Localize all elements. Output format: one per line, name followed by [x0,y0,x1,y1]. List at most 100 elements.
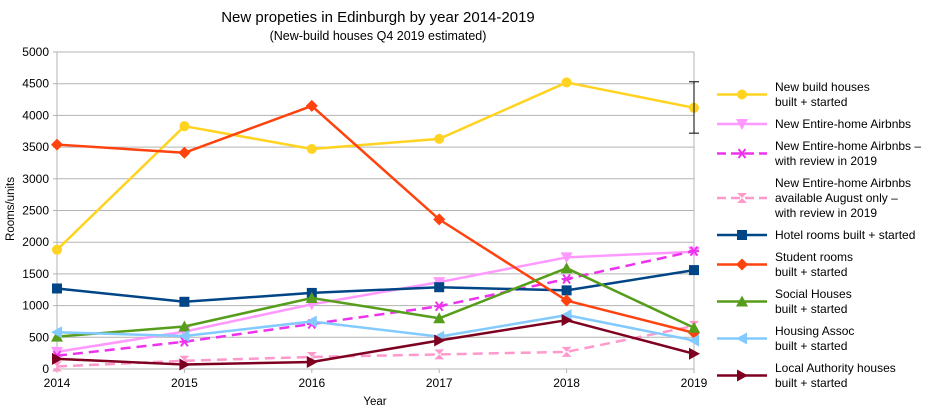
series-line [56,313,695,342]
data-point [305,99,318,112]
y-tick-label: 2500 [22,204,49,218]
data-point [560,309,572,322]
error-bar [689,81,699,134]
legend-swatch-marker [736,119,748,130]
data-point [178,330,190,343]
data-point [51,326,62,339]
legend-label: available August only – [775,191,898,205]
series-5 [51,99,700,339]
data-point [306,144,317,155]
series-lines [51,77,700,372]
legend-label: New Entire-home Airbnbs [775,176,911,190]
legend-label: with review in 2019 [774,154,877,168]
data-point [434,334,446,347]
data-point [434,133,445,144]
legend-label: New build houses [775,80,870,94]
data-point [434,349,445,360]
legend-label: Housing Assoc [775,324,854,338]
y-tick-label: 2000 [22,235,49,249]
legend-label: Student rooms [775,250,853,264]
legend-label: built + started [775,95,847,109]
legend-entry-1: New Entire-home Airbnbs [717,117,911,131]
data-point [560,294,573,307]
data-point [179,296,190,307]
data-point [689,265,699,276]
asterisk-stroke [737,148,747,159]
x-tick-label: 2018 [553,376,580,390]
legend-swatch-marker [736,332,747,345]
legend-label: New Entire-home Airbnbs [775,117,911,131]
data-point [688,321,700,333]
legend-label: New Entire-home Airbnbs – [775,139,921,153]
series-0 [52,77,699,255]
data-point [52,361,62,372]
chart-subtitle: (New-build houses Q4 2019 estimated) [270,29,487,43]
y-tick-label: 0 [42,362,49,376]
data-point [52,283,62,294]
legend-swatch-marker [736,295,748,307]
data-point [688,334,699,347]
y-tick-label: 1000 [22,299,49,313]
chart-title: New propeties in Edinburgh by year 2014-… [221,9,535,26]
y-axis-title: Rooms/units [5,177,17,241]
series-line [56,268,695,304]
gridlines [56,51,695,370]
y-tick-label: 3000 [22,172,49,186]
y-tick-label: 4500 [22,77,49,91]
data-point [560,252,573,264]
data-point [52,352,63,365]
y-tick-label: 3500 [22,140,49,154]
asterisk-stroke [434,301,444,312]
data-point [433,312,446,324]
data-point [561,314,573,327]
data-point [689,347,700,360]
legend-swatch-marker [737,193,747,203]
y-tick-label: 1500 [22,267,49,281]
y-tick-label: 4000 [22,108,49,122]
y-tick-label: 5000 [22,45,49,59]
data-point [179,358,191,371]
data-point [51,346,63,358]
series-line [56,81,695,251]
x-tick-label: 2016 [298,376,325,390]
data-point [689,245,699,257]
data-point [560,262,573,274]
legend-swatch-marker [736,258,748,271]
legend-swatch-marker [737,148,747,159]
legend-label: Local Authority houses [775,361,896,375]
data-point [561,346,572,357]
series-line [56,104,695,335]
series-line [56,318,695,366]
data-point [179,121,190,132]
series-line [56,266,695,338]
series-2 [52,245,699,361]
x-tick-label: 2019 [681,376,708,390]
data-point [561,285,572,296]
series-line [56,249,695,357]
data-point [305,315,317,328]
x-tick-label: 2014 [44,376,71,390]
series-line [56,324,695,368]
legend-swatch-marker [737,369,748,382]
y-tick-label: 500 [29,330,49,344]
legend-label: built + started [775,339,847,353]
legend-entry-2: New Entire-home Airbnbs –with review in … [717,139,921,168]
series-1 [51,246,700,358]
x-tick-label: 2015 [171,376,198,390]
data-point [305,291,318,303]
legend-label: built + started [775,376,847,390]
data-point [52,244,62,255]
legend-label: with review in 2019 [774,206,877,220]
series-6 [51,262,700,342]
legend-label: built + started [775,302,847,316]
legend-swatch-marker [737,89,747,100]
legend-label: Hotel rooms built + started [775,228,915,242]
axes: 0 500 1000 1500 2000 2500 3000 3500 4000 4500 5000… [22,45,707,390]
